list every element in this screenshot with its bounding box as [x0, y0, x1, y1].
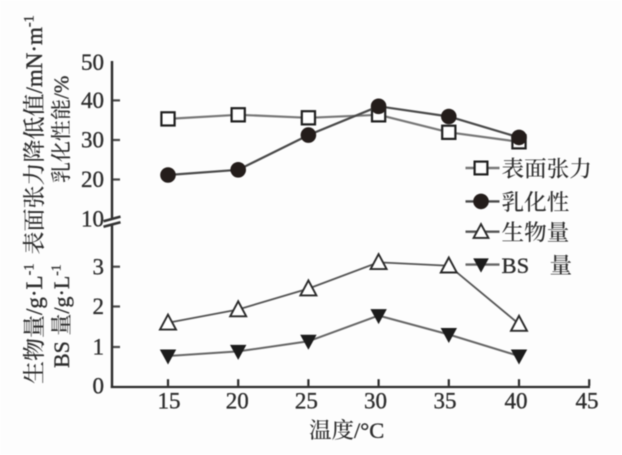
svg-text:35: 35 [434, 389, 457, 414]
svg-text:/%: /% [50, 76, 74, 99]
svg-text:2: 2 [93, 294, 105, 319]
svg-text:/°C: /°C [354, 418, 384, 443]
svg-text:50: 50 [81, 50, 104, 75]
svg-text:-1: -1 [21, 263, 37, 275]
svg-text:30: 30 [81, 128, 104, 153]
svg-text:20: 20 [226, 389, 249, 414]
svg-text:30: 30 [364, 389, 387, 414]
svg-text:15: 15 [158, 389, 181, 414]
svg-text:/g·L: /g·L [22, 275, 47, 315]
svg-text:25: 25 [295, 389, 318, 414]
svg-text:45: 45 [576, 389, 599, 414]
svg-text:BS: BS [49, 341, 74, 368]
svg-text:10: 10 [81, 207, 104, 232]
svg-text:40: 40 [81, 88, 104, 113]
svg-text:20: 20 [81, 167, 104, 192]
svg-text:/mN·m: /mN·m [22, 27, 47, 94]
svg-text:BS: BS [502, 253, 530, 278]
svg-text:-1: -1 [21, 15, 37, 27]
svg-text:/g·L: /g·L [49, 276, 74, 314]
svg-text:-1: -1 [49, 264, 64, 275]
svg-text:3: 3 [93, 254, 105, 279]
svg-text:0: 0 [93, 374, 105, 399]
svg-text:1: 1 [93, 335, 105, 360]
svg-text:40: 40 [505, 389, 528, 414]
